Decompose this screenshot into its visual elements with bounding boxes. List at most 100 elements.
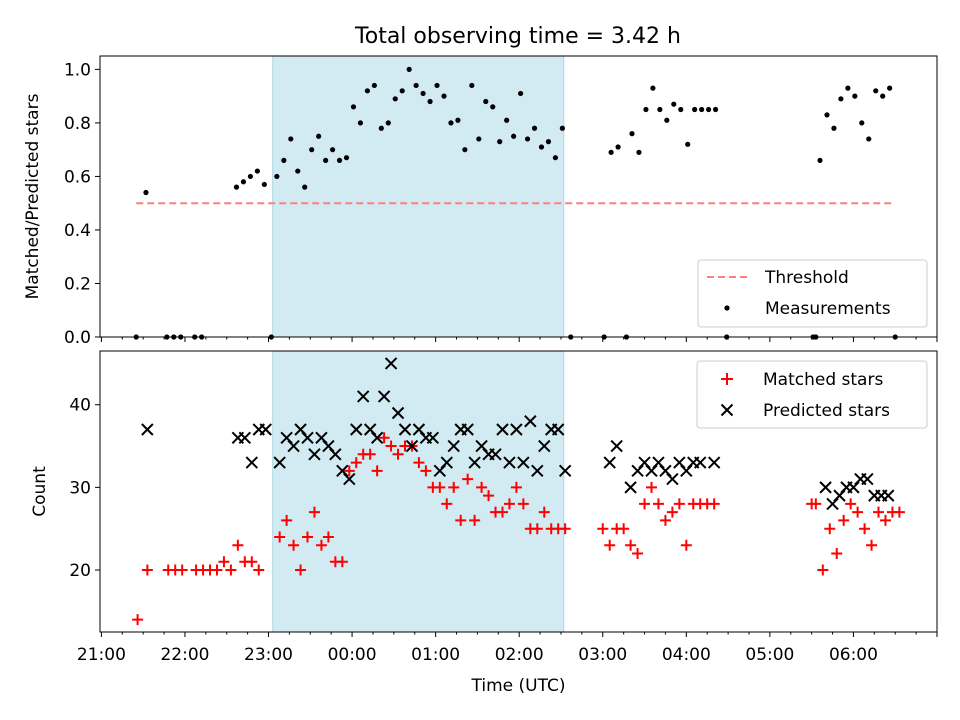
matched-star-marker <box>666 506 678 518</box>
measurement-point <box>497 139 503 145</box>
measurement-point <box>859 120 865 126</box>
measurement-point <box>406 66 412 72</box>
matched-star-marker <box>866 539 878 551</box>
measurement-point <box>455 117 461 123</box>
measurement-point <box>838 96 844 102</box>
measurement-point <box>650 85 656 91</box>
ratio-y-ticks: 0.0 0.2 0.4 0.6 0.8 1.0 <box>64 60 100 348</box>
predicted-star-marker <box>370 431 384 444</box>
predicted-star-marker <box>377 390 391 403</box>
measurement-point <box>852 93 858 99</box>
measurement-point <box>469 82 475 89</box>
x-tick-label: 21:00 <box>77 645 126 665</box>
x-tick-label: 00:00 <box>328 645 377 665</box>
measurement-point <box>608 149 614 155</box>
legend-box <box>697 259 928 328</box>
measurement-point <box>831 125 837 131</box>
y-tick-label: 0.0 <box>64 328 91 348</box>
matched-star-marker <box>483 490 495 502</box>
ratio-y-axis-label: Matched/Predicted stars <box>23 93 43 299</box>
ratio-panel: 0.0 0.2 0.4 0.6 0.8 1.0 Matched/Predicted sta… <box>23 55 938 348</box>
y-tick-label: 40 <box>69 396 91 416</box>
measurement-point <box>378 125 384 131</box>
matched-star-marker <box>632 547 644 559</box>
matched-star-marker <box>510 481 522 493</box>
measurement-point <box>247 173 254 180</box>
measurement-point <box>323 157 329 163</box>
ratio-x-ticks <box>100 337 938 342</box>
x-tick-label: 04:00 <box>662 645 711 665</box>
predicted-star-marker <box>329 448 342 461</box>
y-tick-label: 1.0 <box>64 60 91 80</box>
measurement-point <box>538 144 545 150</box>
matched-star-marker <box>176 564 188 576</box>
predicted-star-marker <box>398 423 412 436</box>
predicted-star-marker <box>610 439 623 453</box>
x-tick-label: 06:00 <box>829 645 878 665</box>
matched-star-marker <box>462 473 474 485</box>
matched-star-marker <box>879 514 891 526</box>
predicted-star-marker <box>538 439 551 453</box>
matched-star-marker <box>531 523 543 535</box>
predicted-star-marker <box>666 472 679 486</box>
y-tick-label: 0.2 <box>64 274 91 294</box>
measurement-point <box>699 106 705 113</box>
measurement-point <box>343 155 350 161</box>
x-axis-label: Time (UTC) <box>471 676 566 696</box>
predicted-star-marker <box>301 431 314 444</box>
legend-predicted-swatch <box>720 403 734 417</box>
count-legend: Matched stars Predicted stars <box>696 360 928 429</box>
matched-star-markers <box>132 432 905 626</box>
measurement-point <box>240 179 247 185</box>
matched-star-marker <box>859 523 871 535</box>
measurement-point <box>504 117 510 123</box>
measurement-point <box>357 120 364 126</box>
measurement-point <box>364 88 370 94</box>
x-tick-label: 23:00 <box>244 645 293 665</box>
predicted-star-marker <box>694 456 707 469</box>
predicted-star-markers <box>141 357 895 511</box>
measurement-point <box>385 120 391 126</box>
y-tick-label: 20 <box>69 561 91 581</box>
measurement-point <box>392 96 398 102</box>
predicted-star-marker <box>510 423 523 436</box>
measurement-point <box>490 104 496 110</box>
measurement-point <box>531 125 538 131</box>
y-tick-label: 0.6 <box>64 167 91 187</box>
measurement-point <box>678 106 684 113</box>
measurement-point <box>517 90 524 97</box>
matched-star-marker <box>225 564 237 576</box>
measurement-point <box>143 189 149 196</box>
predicted-star-marker <box>603 456 616 469</box>
predicted-star-marker <box>468 456 481 469</box>
count-plot-frame <box>99 350 938 633</box>
ratio-legend: Threshold Measurements <box>697 259 928 328</box>
matched-star-marker <box>873 506 885 518</box>
measurement-points <box>133 66 898 340</box>
measurement-point <box>288 136 294 142</box>
matched-star-marker <box>810 498 822 510</box>
matched-star-marker <box>604 539 616 551</box>
measurement-point <box>261 181 267 188</box>
matched-star-marker <box>371 465 383 477</box>
predicted-star-marker <box>426 431 440 444</box>
y-tick-label: 0.8 <box>64 114 91 134</box>
x-tick-label: 03:00 <box>578 645 627 665</box>
measurement-point <box>476 136 482 142</box>
matched-star-marker <box>350 457 362 469</box>
predicted-star-marker <box>882 489 895 502</box>
predicted-star-marker <box>391 406 405 420</box>
count-y-ticks: 20 30 40 <box>69 396 100 581</box>
matched-star-marker <box>336 556 348 568</box>
observing-window-shade <box>272 350 565 633</box>
measurement-point <box>413 82 419 89</box>
matched-star-marker <box>517 498 529 510</box>
matched-star-marker <box>538 506 550 518</box>
measurement-point <box>254 168 260 174</box>
ratio-plot-frame <box>99 55 938 338</box>
matched-star-marker <box>618 523 630 535</box>
predicted-star-marker <box>558 464 572 478</box>
matched-star-marker <box>673 498 685 510</box>
matched-star-marker <box>659 514 671 526</box>
cross-icon <box>720 403 734 417</box>
